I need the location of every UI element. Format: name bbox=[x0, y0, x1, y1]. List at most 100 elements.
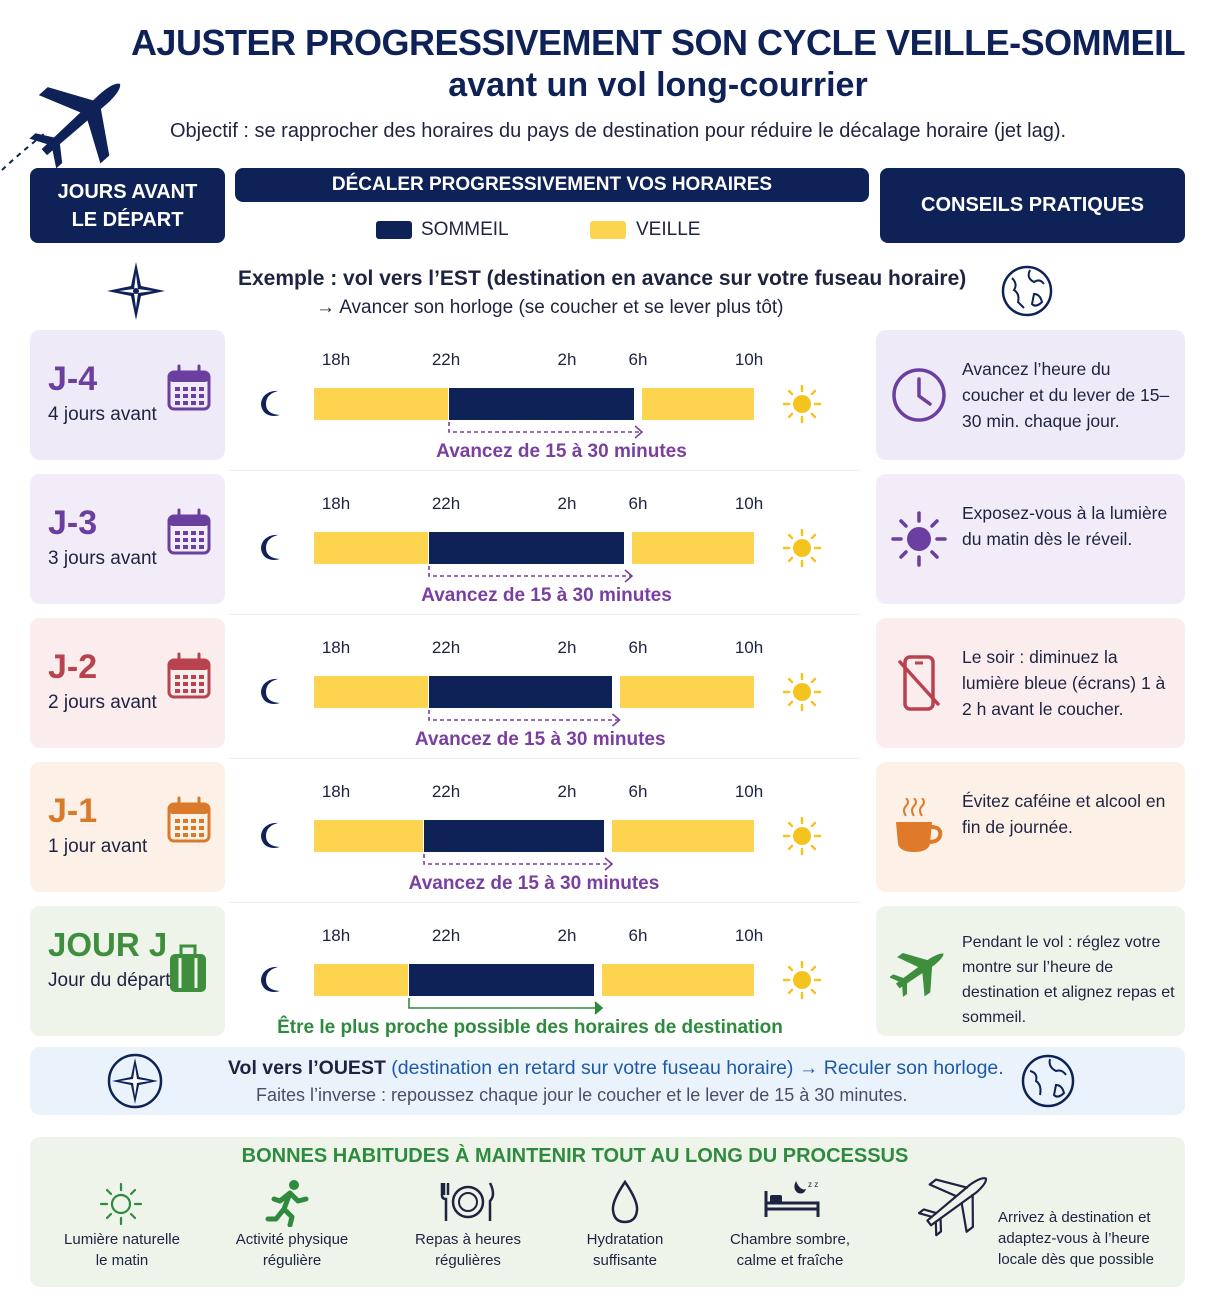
day-subtitle: 1 jour avant bbox=[48, 836, 148, 857]
awake-segment bbox=[314, 964, 408, 996]
habit-label-meals: Repas à heures régulières bbox=[415, 1231, 521, 1269]
sun-icon bbox=[782, 816, 822, 861]
awake-segment bbox=[314, 676, 428, 708]
tip-text: Exposez-vous à la lumière du matin dès l… bbox=[962, 503, 1168, 549]
awake-segment bbox=[602, 964, 754, 996]
sun-icon bbox=[890, 510, 948, 568]
sun-icon bbox=[782, 528, 822, 573]
sleep-wake-bar bbox=[314, 388, 754, 420]
sleep-segment bbox=[429, 676, 612, 708]
tip-card: Pendant le vol : réglez votre montre sur… bbox=[876, 906, 1185, 1036]
row-divider bbox=[230, 902, 860, 903]
awake-segment bbox=[314, 388, 448, 420]
tip-text: Avancez l’heure du coucher et du lever d… bbox=[962, 359, 1170, 431]
hour-tick-label: 18h bbox=[321, 782, 351, 801]
hour-tick-label: 10h bbox=[734, 350, 764, 369]
schedule-row: 18h 22h 2h 6h 10h Avancez de 15 à 30 minutes bbox=[240, 626, 860, 766]
clock-icon bbox=[890, 366, 948, 424]
moon-icon bbox=[258, 532, 288, 567]
moon-icon bbox=[258, 676, 288, 711]
schedule-row: 18h 22h 2h 6h 10h Avancez de 15 à 30 minutes bbox=[240, 338, 860, 478]
sleep-segment bbox=[449, 388, 634, 420]
row-divider bbox=[230, 470, 860, 471]
hour-tick-label: 18h bbox=[321, 350, 351, 369]
hour-tick-label: 10h bbox=[734, 782, 764, 801]
hour-tick-label: 10h bbox=[734, 638, 764, 657]
habit-label-hydration: Hydratation suffisante bbox=[586, 1231, 664, 1269]
hour-tick-label: 22h bbox=[431, 926, 461, 945]
plane-outline-icon bbox=[918, 1177, 988, 1237]
page-subtitle: Objectif : se rapprocher des horaires du… bbox=[170, 120, 1067, 142]
sun-icon bbox=[782, 384, 822, 429]
moon-icon bbox=[258, 964, 288, 999]
shift-arrow bbox=[408, 998, 604, 1015]
shift-label: Avancez de 15 à 30 minutes bbox=[421, 585, 672, 606]
shift-label: Avancez de 15 à 30 minutes bbox=[436, 441, 687, 462]
example-subtitle: → Avancer son horloge (se coucher et se … bbox=[316, 297, 784, 318]
hour-tick-label: 10h bbox=[734, 494, 764, 513]
sleep-segment bbox=[409, 964, 594, 996]
runner-icon bbox=[265, 1180, 309, 1227]
day-code: J-2 bbox=[48, 648, 98, 686]
legend-label-awake: VEILLE bbox=[636, 219, 701, 240]
schedule-row: 18h 22h 2h 6h 10h Avancez de 15 à 30 minutes bbox=[240, 482, 860, 622]
hour-tick-label: 2h bbox=[557, 350, 577, 369]
west-line1: Vol vers l’OUEST (destination en retard … bbox=[228, 1057, 1004, 1080]
awake-segment bbox=[314, 532, 428, 564]
hour-tick-label: 18h bbox=[321, 926, 351, 945]
awake-segment bbox=[314, 820, 423, 852]
svg-text:z z: z z bbox=[808, 1180, 818, 1189]
compass-rose-icon bbox=[107, 1053, 163, 1109]
tip-card: Le soir : diminuez la lumière bleue (écr… bbox=[876, 618, 1185, 748]
day-code: J-3 bbox=[48, 504, 98, 542]
shift-arrow bbox=[428, 710, 621, 727]
awake-segment bbox=[612, 820, 754, 852]
compass-star-icon bbox=[107, 262, 165, 320]
day-card: JOUR J Jour du départ bbox=[30, 906, 225, 1036]
sleep-wake-bar bbox=[314, 676, 754, 708]
sleep-wake-bar bbox=[314, 532, 754, 564]
shift-label: Être le plus proche possible des horaire… bbox=[277, 1017, 783, 1038]
hour-tick-label: 22h bbox=[431, 782, 461, 801]
day-subtitle: 4 jours avant bbox=[48, 404, 157, 425]
day-subtitle: Jour du départ bbox=[48, 970, 171, 991]
phone-off-icon bbox=[890, 654, 948, 712]
row-divider bbox=[230, 614, 860, 615]
hour-tick-label: 6h bbox=[628, 638, 648, 657]
column-header-tips: CONSEILS PRATIQUES bbox=[880, 168, 1185, 243]
sun-icon bbox=[782, 672, 822, 717]
column-header-schedule: DÉCALER PROGRESSIVEMENT VOS HORAIRES bbox=[235, 168, 869, 202]
luggage-icon bbox=[166, 942, 210, 999]
page-title-line2: avant un vol long-courrier bbox=[448, 66, 868, 104]
awake-segment bbox=[619, 676, 754, 708]
sleep-wake-bar bbox=[314, 964, 754, 996]
globe-icon bbox=[1001, 265, 1053, 317]
west-title-rest: (destination en retard sur votre fuseau … bbox=[385, 1057, 1004, 1079]
calendar-icon bbox=[166, 796, 212, 849]
west-title: Vol vers l’OUEST bbox=[228, 1057, 386, 1079]
page-title: AJUSTER PROGRESSIVEMENT SON CYCLE VEILLE… bbox=[130, 22, 1186, 63]
hour-tick-label: 2h bbox=[557, 926, 577, 945]
plate-icon bbox=[440, 1182, 495, 1221]
shift-arrow bbox=[423, 854, 614, 871]
moon-icon bbox=[258, 820, 288, 855]
hour-tick-label: 22h bbox=[431, 638, 461, 657]
day-subtitle: 2 jours avant bbox=[48, 692, 157, 713]
globe-west-icon bbox=[1021, 1054, 1075, 1108]
hour-tick-label: 10h bbox=[734, 926, 764, 945]
legend-swatch-sleep bbox=[376, 221, 412, 239]
day-subtitle: 3 jours avant bbox=[48, 548, 157, 569]
sleep-segment bbox=[429, 532, 624, 564]
day-card: J-2 2 jours avant bbox=[30, 618, 225, 748]
hour-tick-label: 6h bbox=[628, 926, 648, 945]
day-code: J-4 bbox=[48, 360, 98, 398]
tip-card: Évitez caféine et alcool en fin de journ… bbox=[876, 762, 1185, 892]
hour-tick-label: 2h bbox=[557, 782, 577, 801]
schedule-row: 18h 22h 2h 6h 10h Avancez de 15 à 30 minutes bbox=[240, 770, 860, 910]
plane-icon bbox=[889, 942, 948, 1000]
legend-swatch-awake bbox=[590, 221, 626, 239]
west-line2: Faites l’inverse : repoussez chaque jour… bbox=[256, 1085, 908, 1105]
shift-label: Avancez de 15 à 30 minutes bbox=[414, 729, 666, 750]
calendar-icon bbox=[166, 652, 212, 705]
hour-tick-label: 2h bbox=[557, 638, 577, 657]
